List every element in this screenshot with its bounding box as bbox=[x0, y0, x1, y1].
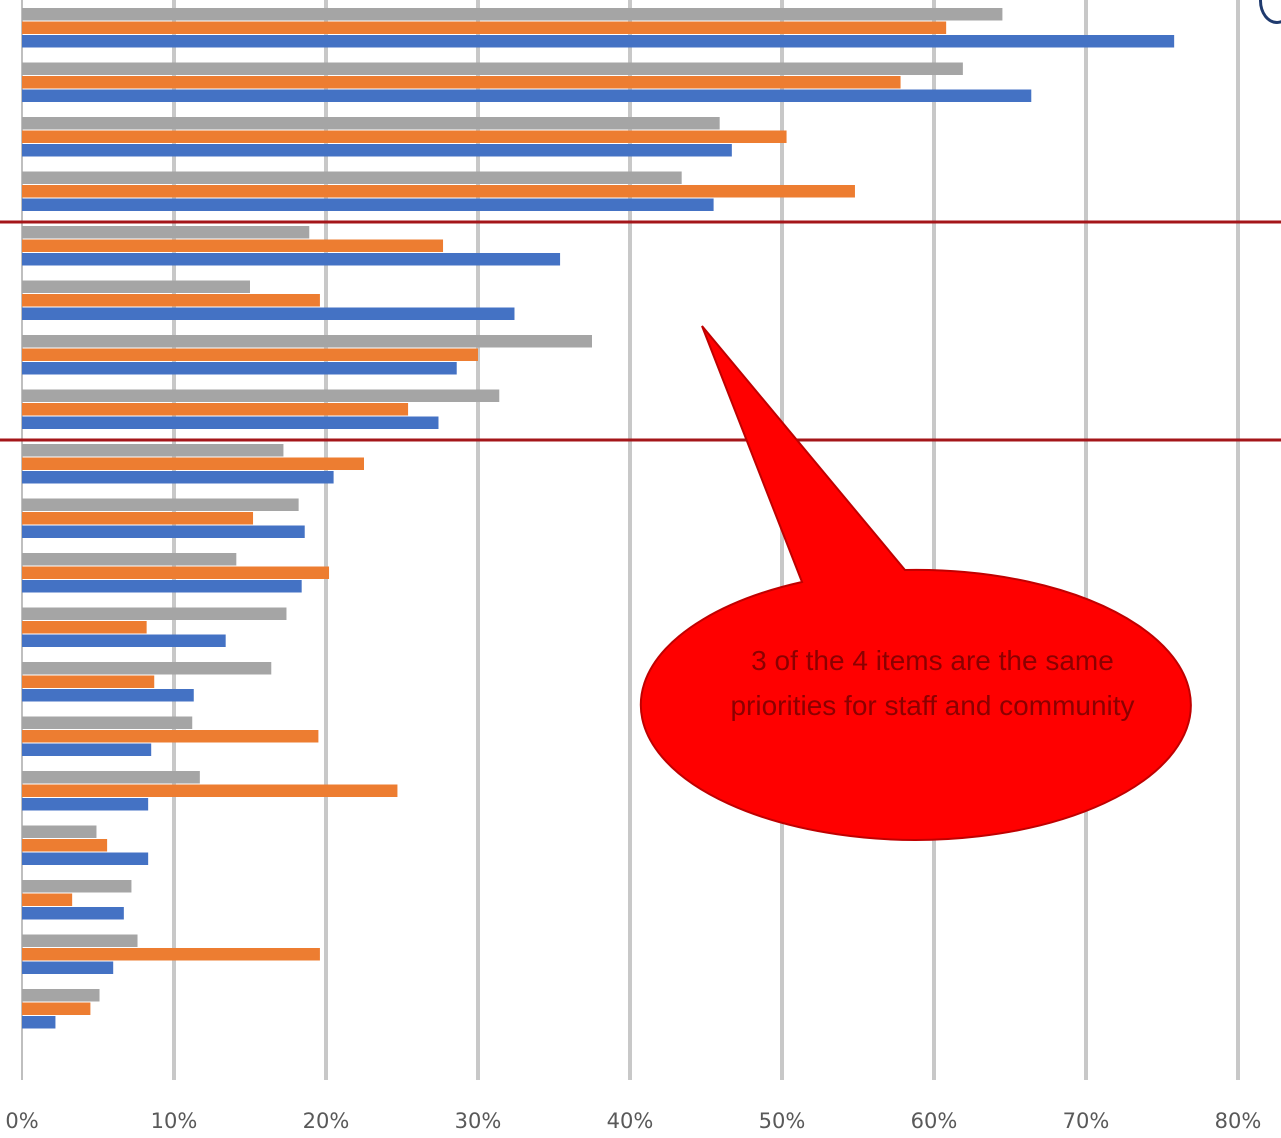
x-tick-label: 40% bbox=[607, 1109, 654, 1133]
bar bbox=[22, 689, 194, 702]
callout-text: 3 of the 4 items are the same priorities… bbox=[730, 645, 1135, 721]
bar bbox=[22, 198, 714, 211]
x-tick-label: 20% bbox=[303, 1109, 350, 1133]
bar bbox=[22, 362, 457, 375]
bar bbox=[22, 403, 409, 416]
corner-decoration bbox=[1259, 0, 1281, 24]
divider-lines bbox=[0, 220, 1281, 442]
x-tick-label: 80% bbox=[1215, 1109, 1262, 1133]
bar bbox=[22, 852, 149, 865]
bar bbox=[22, 62, 963, 75]
bar bbox=[22, 294, 320, 307]
bar bbox=[22, 566, 330, 579]
bar bbox=[22, 348, 478, 361]
bar bbox=[22, 784, 398, 797]
bar bbox=[22, 825, 97, 838]
bar bbox=[22, 416, 439, 429]
x-axis-tick-labels: 0% 10% 20% 30% 40% 50% 60% 70% 80% bbox=[5, 1109, 1261, 1133]
bar bbox=[22, 525, 305, 538]
bar bbox=[22, 389, 500, 402]
bar bbox=[22, 130, 787, 143]
bar bbox=[22, 893, 73, 906]
bar bbox=[22, 743, 152, 756]
x-tick-label: 10% bbox=[151, 1109, 198, 1133]
bar bbox=[22, 839, 108, 852]
bar bbox=[22, 35, 1175, 48]
bar bbox=[22, 335, 592, 348]
bar bbox=[22, 989, 100, 1002]
bar bbox=[22, 961, 114, 974]
bar bbox=[22, 21, 947, 34]
bar bbox=[22, 634, 226, 647]
bar bbox=[22, 89, 1032, 102]
bar bbox=[22, 662, 272, 675]
bar bbox=[22, 253, 561, 266]
bar bbox=[22, 607, 287, 620]
bar bbox=[22, 512, 254, 525]
bar bbox=[22, 675, 155, 688]
bar bbox=[22, 580, 302, 593]
bar bbox=[22, 730, 319, 743]
x-tick-label: 50% bbox=[759, 1109, 806, 1133]
bar bbox=[22, 907, 124, 920]
bar bbox=[22, 226, 310, 239]
bar bbox=[22, 185, 855, 198]
bar bbox=[22, 171, 682, 184]
bar bbox=[22, 457, 364, 470]
speech-bubble-callout bbox=[639, 325, 1192, 841]
gridlines bbox=[21, 0, 1240, 1080]
bar bbox=[22, 948, 320, 961]
bar bbox=[22, 471, 334, 484]
bar bbox=[22, 553, 237, 566]
bar bbox=[22, 76, 901, 89]
bar bbox=[22, 280, 250, 293]
bar bbox=[22, 444, 284, 457]
x-tick-label: 30% bbox=[455, 1109, 502, 1133]
bar bbox=[22, 771, 200, 784]
bar bbox=[22, 934, 138, 947]
bar bbox=[22, 1002, 91, 1015]
x-tick-label: 60% bbox=[911, 1109, 958, 1133]
bar bbox=[22, 1016, 56, 1029]
bar bbox=[22, 498, 299, 511]
bar bbox=[22, 117, 720, 130]
x-tick-label: 0% bbox=[5, 1109, 38, 1133]
bar bbox=[22, 716, 193, 729]
bar bbox=[22, 880, 132, 893]
bar bbox=[22, 144, 732, 157]
x-tick-label: 70% bbox=[1063, 1109, 1110, 1133]
bar bbox=[22, 239, 444, 252]
bar bbox=[22, 307, 515, 320]
bars bbox=[22, 8, 1175, 1029]
bar bbox=[22, 798, 149, 811]
bar bbox=[22, 8, 1003, 21]
bar bbox=[22, 621, 147, 634]
